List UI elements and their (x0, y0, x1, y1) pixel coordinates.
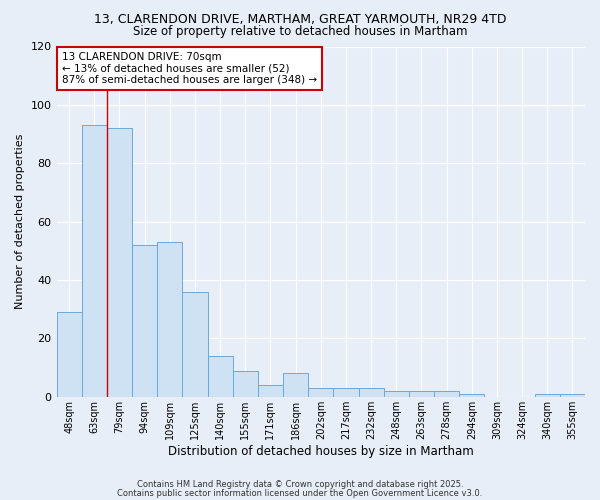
Bar (535, 394, 560, 397)
Bar (459, 394, 484, 397)
Bar (182, 292, 208, 397)
Bar (283, 374, 308, 397)
Bar (107, 128, 132, 397)
Bar (208, 356, 233, 397)
Bar (233, 370, 258, 397)
Text: Size of property relative to detached houses in Martham: Size of property relative to detached ho… (133, 25, 467, 38)
Bar (409, 391, 434, 397)
X-axis label: Distribution of detached houses by size in Martham: Distribution of detached houses by size … (168, 444, 473, 458)
Text: Contains HM Land Registry data © Crown copyright and database right 2025.: Contains HM Land Registry data © Crown c… (137, 480, 463, 489)
Bar (560, 394, 585, 397)
Bar (359, 388, 383, 397)
Text: 13 CLARENDON DRIVE: 70sqm
← 13% of detached houses are smaller (52)
87% of semi-: 13 CLARENDON DRIVE: 70sqm ← 13% of detac… (62, 52, 317, 85)
Bar (383, 391, 409, 397)
Bar (157, 242, 182, 397)
Bar (434, 391, 459, 397)
Bar (82, 126, 107, 397)
Bar (56, 312, 82, 397)
Bar (334, 388, 359, 397)
Text: 13, CLARENDON DRIVE, MARTHAM, GREAT YARMOUTH, NR29 4TD: 13, CLARENDON DRIVE, MARTHAM, GREAT YARM… (94, 12, 506, 26)
Bar (258, 385, 283, 397)
Bar (308, 388, 334, 397)
Text: Contains public sector information licensed under the Open Government Licence v3: Contains public sector information licen… (118, 488, 482, 498)
Y-axis label: Number of detached properties: Number of detached properties (15, 134, 25, 310)
Bar (132, 245, 157, 397)
